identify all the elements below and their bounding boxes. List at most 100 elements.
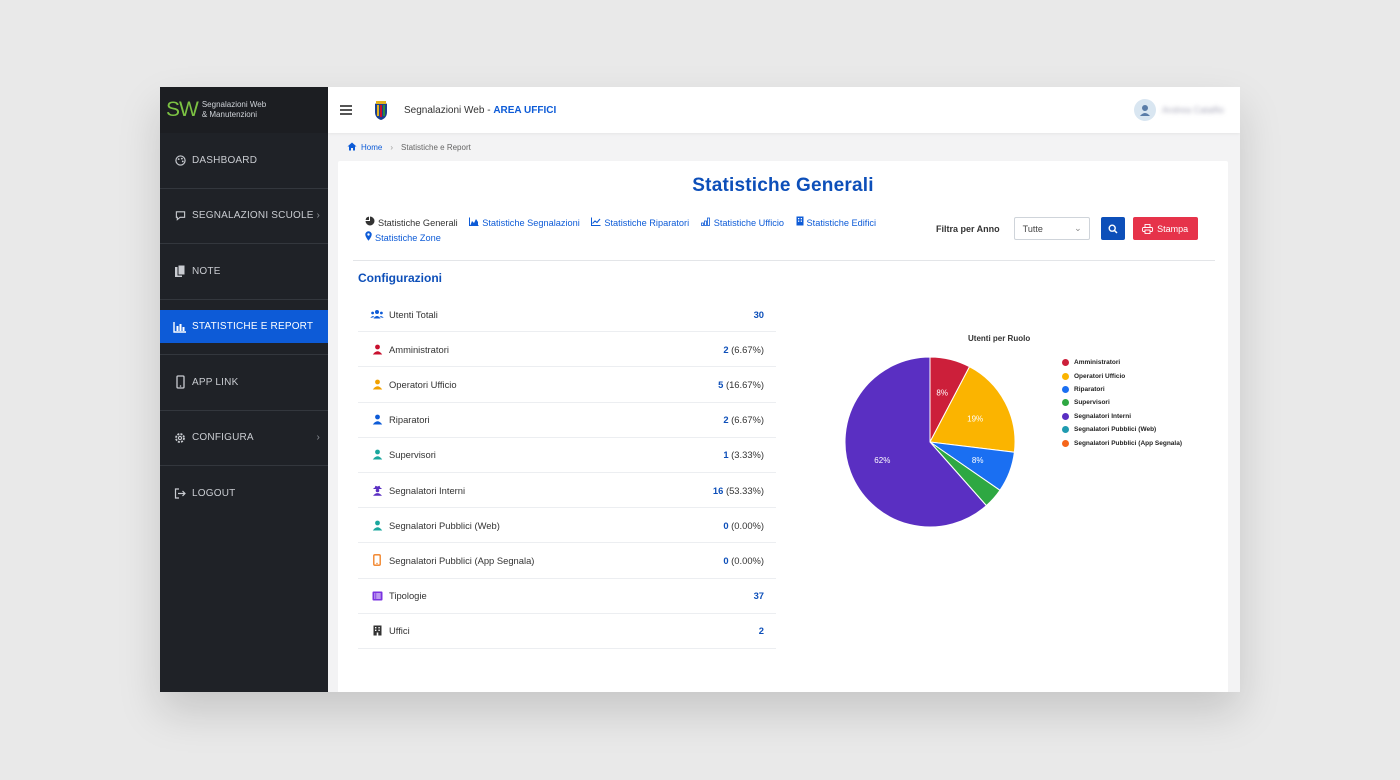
user-icon — [370, 518, 384, 532]
avatar — [1133, 99, 1156, 121]
legend-label: Operatori Ufficio — [1074, 372, 1126, 380]
legend-swatch — [1062, 412, 1069, 420]
user-name: Andrea Catalfio — [1161, 105, 1224, 115]
brand-line-1: Segnalazioni Web — [201, 100, 267, 109]
pie-chart: Utenti per Ruolo 8% 19% 8% 62% Amministrato… — [838, 326, 1208, 536]
stats-row-count: 1 — [723, 449, 729, 461]
breadcrumb-current: Statistiche e Report — [401, 142, 471, 152]
stats-row-percent: (6.67%) — [728, 414, 764, 426]
list-icon — [370, 589, 384, 603]
divider — [353, 260, 1215, 261]
sidebar-item-label: NOTE — [192, 265, 221, 277]
stats-row-count: 2 — [723, 414, 729, 426]
tab-statistiche-edifici[interactable]: Statistiche Edifici — [796, 216, 876, 231]
stats-row-value: 37 — [754, 590, 764, 601]
user-icon — [370, 413, 384, 427]
mobile-icon — [370, 553, 384, 567]
stats-row-value: 0 (0.00%) — [723, 520, 764, 531]
sidebar-item-label: APP LINK — [192, 376, 239, 388]
sidebar-item-label: CONFIGURA — [192, 432, 254, 444]
search-button[interactable] — [1100, 217, 1125, 240]
stats-row-value: 5 (16.67%) — [718, 379, 764, 390]
tab-statistiche-ufficio[interactable]: Statistiche Ufficio — [700, 216, 784, 231]
stats-row-label: Amministratori — [389, 343, 449, 355]
stats-row: Tipologie 37 — [358, 579, 776, 614]
legend-item[interactable]: Amministratori — [1062, 356, 1182, 369]
sidebar-item-configura[interactable]: CONFIGURA › — [160, 411, 328, 466]
app-window: SW Segnalazioni Web & Manutenzioni DASHB… — [160, 87, 1240, 692]
stats-row-label: Uffici — [389, 625, 410, 637]
sidebar-item-segnalazioni-scuole[interactable]: SEGNALAZIONI SCUOLE › — [160, 189, 328, 244]
tab-label: Statistiche Segnalazioni — [482, 218, 580, 228]
legend-item[interactable]: Supervisori — [1062, 396, 1182, 409]
building-icon — [796, 216, 804, 231]
tab-statistiche-generali[interactable]: Statistiche Generali — [365, 216, 458, 231]
legend-item[interactable]: Segnalatori Pubblici (App Segnala) — [1062, 436, 1182, 449]
brand-text: Segnalazioni Web & Manutenzioni — [202, 100, 266, 120]
legend-item[interactable]: Operatori Ufficio — [1062, 369, 1182, 382]
hamburger-menu-icon[interactable] — [340, 105, 352, 115]
statistics-card: Statistiche Generali Statistiche General… — [338, 161, 1228, 692]
legend-label: Supervisori — [1074, 399, 1110, 407]
sidebar-item-app-link[interactable]: APP LINK — [160, 355, 328, 411]
pie-slice-label: 8% — [936, 388, 948, 397]
pie-slice-label: 62% — [874, 456, 890, 465]
stats-row: Segnalatori Interni 16 (53.33%) — [358, 473, 776, 509]
stats-row-percent: (53.33%) — [723, 484, 764, 496]
stats-row: Supervisori 1 (3.33%) — [358, 438, 776, 473]
section-title: Configurazioni — [358, 271, 442, 285]
stats-row-label: Supervisori — [389, 449, 436, 461]
user-menu[interactable]: Andrea Catalfio — [1133, 99, 1224, 121]
tab-statistiche-segnalazioni[interactable]: Statistiche Segnalazioni — [469, 216, 580, 231]
stats-row-percent: (0.00%) — [728, 519, 764, 531]
stats-row-value: 16 (53.33%) — [713, 485, 764, 496]
tab-label: Statistiche Riparatori — [604, 218, 690, 228]
year-select[interactable]: Tutte ⌄ — [1013, 217, 1090, 240]
breadcrumb: Home › Statistiche e Report — [328, 133, 1240, 161]
stats-row-percent: (3.33%) — [728, 449, 764, 461]
main-area: Segnalazioni Web - AREA UFFICI Andrea Ca… — [328, 87, 1240, 692]
area-chart-icon — [469, 216, 479, 231]
legend-item[interactable]: Riparatori — [1062, 383, 1182, 396]
bar-chart-icon — [173, 320, 187, 334]
print-button[interactable]: Stampa — [1132, 217, 1198, 240]
sidebar-item-label: SEGNALAZIONI SCUOLE — [192, 210, 314, 222]
stats-row-count: 5 — [718, 378, 724, 390]
legend-label: Segnalatori Pubblici (Web) — [1074, 426, 1157, 434]
tab-label: Statistiche Zone — [375, 233, 441, 243]
pie-slice[interactable] — [844, 356, 988, 528]
breadcrumb-home-link[interactable]: Home — [361, 142, 383, 152]
stats-row-value: 2 — [759, 625, 764, 636]
legend-label: Segnalatori Pubblici (App Segnala) — [1074, 439, 1182, 447]
user-secret-icon — [370, 483, 384, 497]
tab-statistiche-riparatori[interactable]: Statistiche Riparatori — [591, 216, 689, 231]
pie-slice[interactable] — [929, 366, 1016, 453]
sidebar-item-dashboard[interactable]: DASHBOARD — [160, 133, 328, 189]
brand-line-2: & Manutenzioni — [201, 110, 257, 119]
statistics-tabs: Statistiche Generali Statistiche Segnala… — [365, 216, 905, 246]
brand-logo[interactable]: SW Segnalazioni Web & Manutenzioni — [160, 87, 328, 133]
app-title-prefix: Segnalazioni Web - — [404, 104, 494, 116]
stats-row: Utenti Totali 30 — [358, 297, 776, 333]
sidebar-item-logout[interactable]: LOGOUT — [160, 466, 328, 522]
sidebar-item-statistiche[interactable]: STATISTICHE E REPORT — [160, 310, 328, 344]
sidebar-item-note[interactable]: NOTE — [160, 244, 328, 300]
legend-item[interactable]: Segnalatori Pubblici (Web) — [1062, 423, 1182, 436]
pie-slice-label: 19% — [967, 414, 983, 423]
pie-chart-icon — [365, 216, 375, 231]
search-icon — [1108, 223, 1118, 234]
legend-label: Amministratori — [1074, 359, 1121, 367]
app-title-area: AREA UFFICI — [493, 104, 557, 116]
legend-label: Riparatori — [1074, 385, 1105, 393]
print-label: Stampa — [1157, 223, 1189, 234]
stats-row-label: Segnalatori Interni — [389, 484, 466, 496]
tab-statistiche-zone[interactable]: Statistiche Zone — [365, 231, 441, 246]
pie-chart-svg: 8% 19% 8% 62% — [844, 356, 1016, 528]
stats-row-label: Segnalatori Pubblici (Web) — [389, 519, 500, 531]
stats-row-count: 0 — [723, 519, 729, 531]
legend-swatch — [1062, 426, 1069, 434]
legend-item[interactable]: Segnalatori Interni — [1062, 410, 1182, 423]
top-bar: Segnalazioni Web - AREA UFFICI Andrea Ca… — [328, 87, 1240, 133]
year-filter: Filtra per Anno Tutte ⌄ Stampa — [936, 217, 1198, 240]
stats-row-label: Segnalatori Pubblici (App Segnala) — [389, 554, 535, 566]
